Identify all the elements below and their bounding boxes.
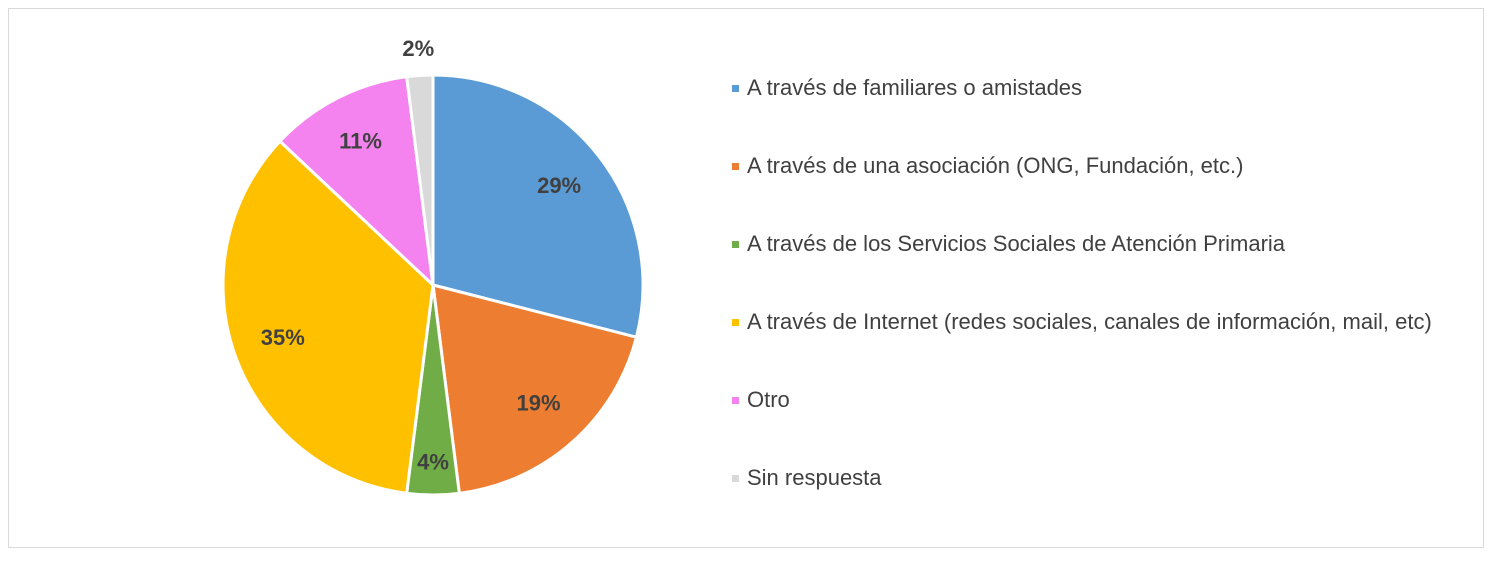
- pie-slice: [221, 139, 435, 496]
- legend-swatch: [732, 163, 739, 170]
- legend-label: A través de familiares o amistades: [747, 75, 1083, 100]
- pie-slice: [405, 73, 435, 286]
- legend-label: Otro: [747, 387, 790, 412]
- pie-slice: [431, 73, 645, 340]
- data-label: 11%: [339, 129, 382, 154]
- data-label: 4%: [417, 449, 449, 474]
- legend-label: A través de Internet (redes sociales, ca…: [747, 309, 1432, 334]
- legend-item: A través de Internet (redes sociales, ca…: [732, 303, 1472, 381]
- legend-item: Sin respuesta: [732, 459, 1472, 537]
- legend-label: Sin respuesta: [747, 465, 882, 490]
- legend-label: A través de una asociación (ONG, Fundaci…: [747, 153, 1244, 178]
- legend-label: A través de los Servicios Sociales de At…: [747, 231, 1286, 256]
- data-label: 19%: [517, 391, 561, 416]
- legend-swatch: [732, 85, 739, 92]
- pie: [221, 73, 645, 497]
- legend-item: A través de familiares o amistades: [732, 69, 1472, 147]
- legend-swatch: [732, 319, 739, 326]
- data-label: 35%: [261, 325, 305, 350]
- legend: A través de familiares o amistades A trav…: [732, 69, 1472, 537]
- legend-item: A través de los Servicios Sociales de At…: [732, 225, 1472, 303]
- chart-frame: [8, 8, 1484, 548]
- pie-slice: [277, 74, 436, 289]
- data-label: 2%: [402, 36, 434, 61]
- legend-swatch: [732, 241, 739, 248]
- legend-swatch: [732, 397, 739, 404]
- pie-slice: [431, 282, 639, 496]
- data-label: 29%: [537, 173, 581, 198]
- legend-item: A través de una asociación (ONG, Fundaci…: [732, 147, 1472, 225]
- legend-swatch: [732, 475, 739, 482]
- legend-item: Otro: [732, 381, 1472, 459]
